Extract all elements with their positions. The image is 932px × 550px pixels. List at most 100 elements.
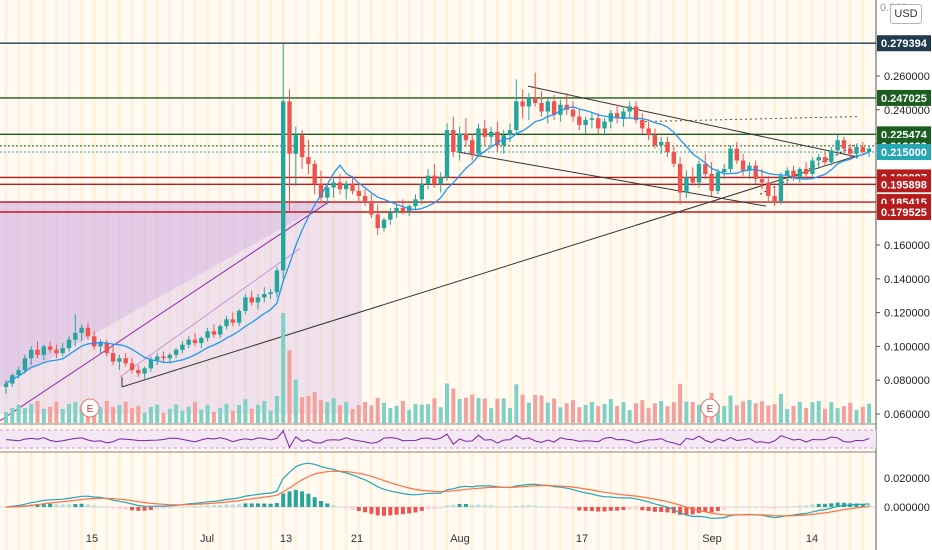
- volume-bar: [136, 405, 141, 423]
- candle-body: [255, 297, 261, 303]
- volume-bar: [526, 402, 531, 423]
- candle-body: [337, 182, 343, 190]
- candle-body: [501, 135, 506, 146]
- macd-histogram-bar: [243, 503, 248, 507]
- volume-bar: [161, 412, 166, 423]
- volume-bar: [325, 402, 330, 423]
- volume-bar: [791, 405, 796, 423]
- macd-histogram-bar: [728, 507, 733, 508]
- event-marker[interactable]: E: [80, 398, 100, 418]
- macd-histogram-bar: [293, 489, 298, 507]
- candle-body: [589, 118, 595, 120]
- macd-histogram-bar: [741, 506, 746, 508]
- session-stripe: [659, 0, 663, 550]
- candle-body: [230, 319, 235, 323]
- candle-body: [791, 170, 796, 178]
- candle-body: [463, 133, 469, 141]
- volume-bar: [363, 402, 368, 423]
- session-stripe: [357, 0, 361, 550]
- session-stripe: [306, 0, 310, 550]
- macd-histogram-bar: [388, 507, 393, 516]
- fib-line: [0, 200, 331, 422]
- candle-body: [54, 349, 59, 354]
- volume-bar: [306, 396, 311, 423]
- macd-histogram-bar: [382, 507, 386, 516]
- macd-histogram-bar: [167, 507, 172, 509]
- volume-bar: [300, 397, 305, 423]
- candle-body: [243, 297, 248, 311]
- macd-histogram-bar: [854, 503, 859, 507]
- candle-body: [35, 349, 40, 355]
- macd-histogram-bar: [785, 506, 790, 508]
- session-stripe: [760, 0, 764, 550]
- macd-histogram-bar: [174, 507, 179, 508]
- volume-bar: [690, 402, 695, 423]
- candle-body: [388, 212, 393, 220]
- volume-bar: [312, 392, 317, 423]
- candle-body: [564, 104, 569, 110]
- candle-body: [778, 175, 784, 202]
- macd-histogram-bar: [703, 507, 708, 513]
- session-stripe: [495, 0, 499, 550]
- candle-body: [211, 331, 217, 335]
- macd-histogram-bar: [79, 503, 84, 507]
- macd-histogram-bar: [136, 507, 141, 511]
- session-stripe: [508, 0, 512, 550]
- candlesticks: [3, 43, 872, 394]
- macd-histogram-bar: [501, 507, 506, 508]
- macd-histogram-bar: [640, 507, 645, 511]
- candle-body: [803, 168, 809, 175]
- volume-bar: [646, 408, 651, 423]
- price-tag-label: 0.247025: [881, 93, 927, 105]
- macd-histogram-bar: [463, 504, 468, 507]
- volume-bar: [684, 401, 689, 423]
- candle-body: [841, 140, 847, 149]
- candle-body: [772, 195, 777, 202]
- volume-bar: [193, 401, 197, 423]
- volume-bar: [829, 402, 834, 423]
- macd-histogram-bar: [211, 505, 216, 507]
- volume-bar: [489, 408, 494, 423]
- volume-bar: [41, 408, 46, 423]
- volume-bar: [753, 403, 758, 423]
- x-tick-label: 14: [806, 533, 818, 545]
- macd-histogram-bar: [634, 507, 638, 510]
- currency-button[interactable]: USD: [890, 4, 922, 24]
- macd-histogram-bar: [810, 504, 815, 507]
- volume-bar: [54, 401, 59, 423]
- macd-histogram-bar: [596, 507, 601, 512]
- x-tick-label: Aug: [450, 533, 470, 545]
- volume-bar: [508, 408, 512, 423]
- session-stripe: [584, 0, 588, 550]
- macd-histogram-bar: [180, 506, 185, 508]
- macd-histogram-bar: [520, 505, 525, 507]
- volume-bar: [29, 404, 34, 423]
- macd-histogram-bar: [545, 506, 550, 508]
- volume-bar: [237, 405, 242, 423]
- session-stripe: [92, 0, 96, 550]
- shaded-zone: [0, 201, 362, 414]
- macd-histogram-bar: [558, 507, 563, 509]
- candle-body: [362, 195, 368, 202]
- candle-body: [274, 270, 280, 293]
- candle-body: [173, 349, 179, 355]
- volume-bar: [130, 407, 134, 423]
- session-stripe: [294, 0, 298, 550]
- macd-histogram-bar: [363, 507, 368, 513]
- candle-body: [621, 111, 626, 119]
- event-marker[interactable]: E: [700, 398, 720, 418]
- candle-body: [444, 130, 450, 178]
- macd-histogram-bar: [816, 503, 821, 507]
- session-stripe: [773, 0, 777, 550]
- macd-histogram-bar: [835, 502, 840, 507]
- macd-histogram-bar: [419, 507, 424, 511]
- candle-body: [703, 163, 708, 175]
- macd-histogram-bar: [224, 504, 229, 507]
- candle-body: [614, 113, 620, 119]
- y-tick-label: 0.100000: [884, 341, 930, 353]
- macd-histogram-bar: [400, 507, 405, 515]
- moving-average-line: [5, 106, 870, 385]
- volume-bar: [400, 400, 405, 423]
